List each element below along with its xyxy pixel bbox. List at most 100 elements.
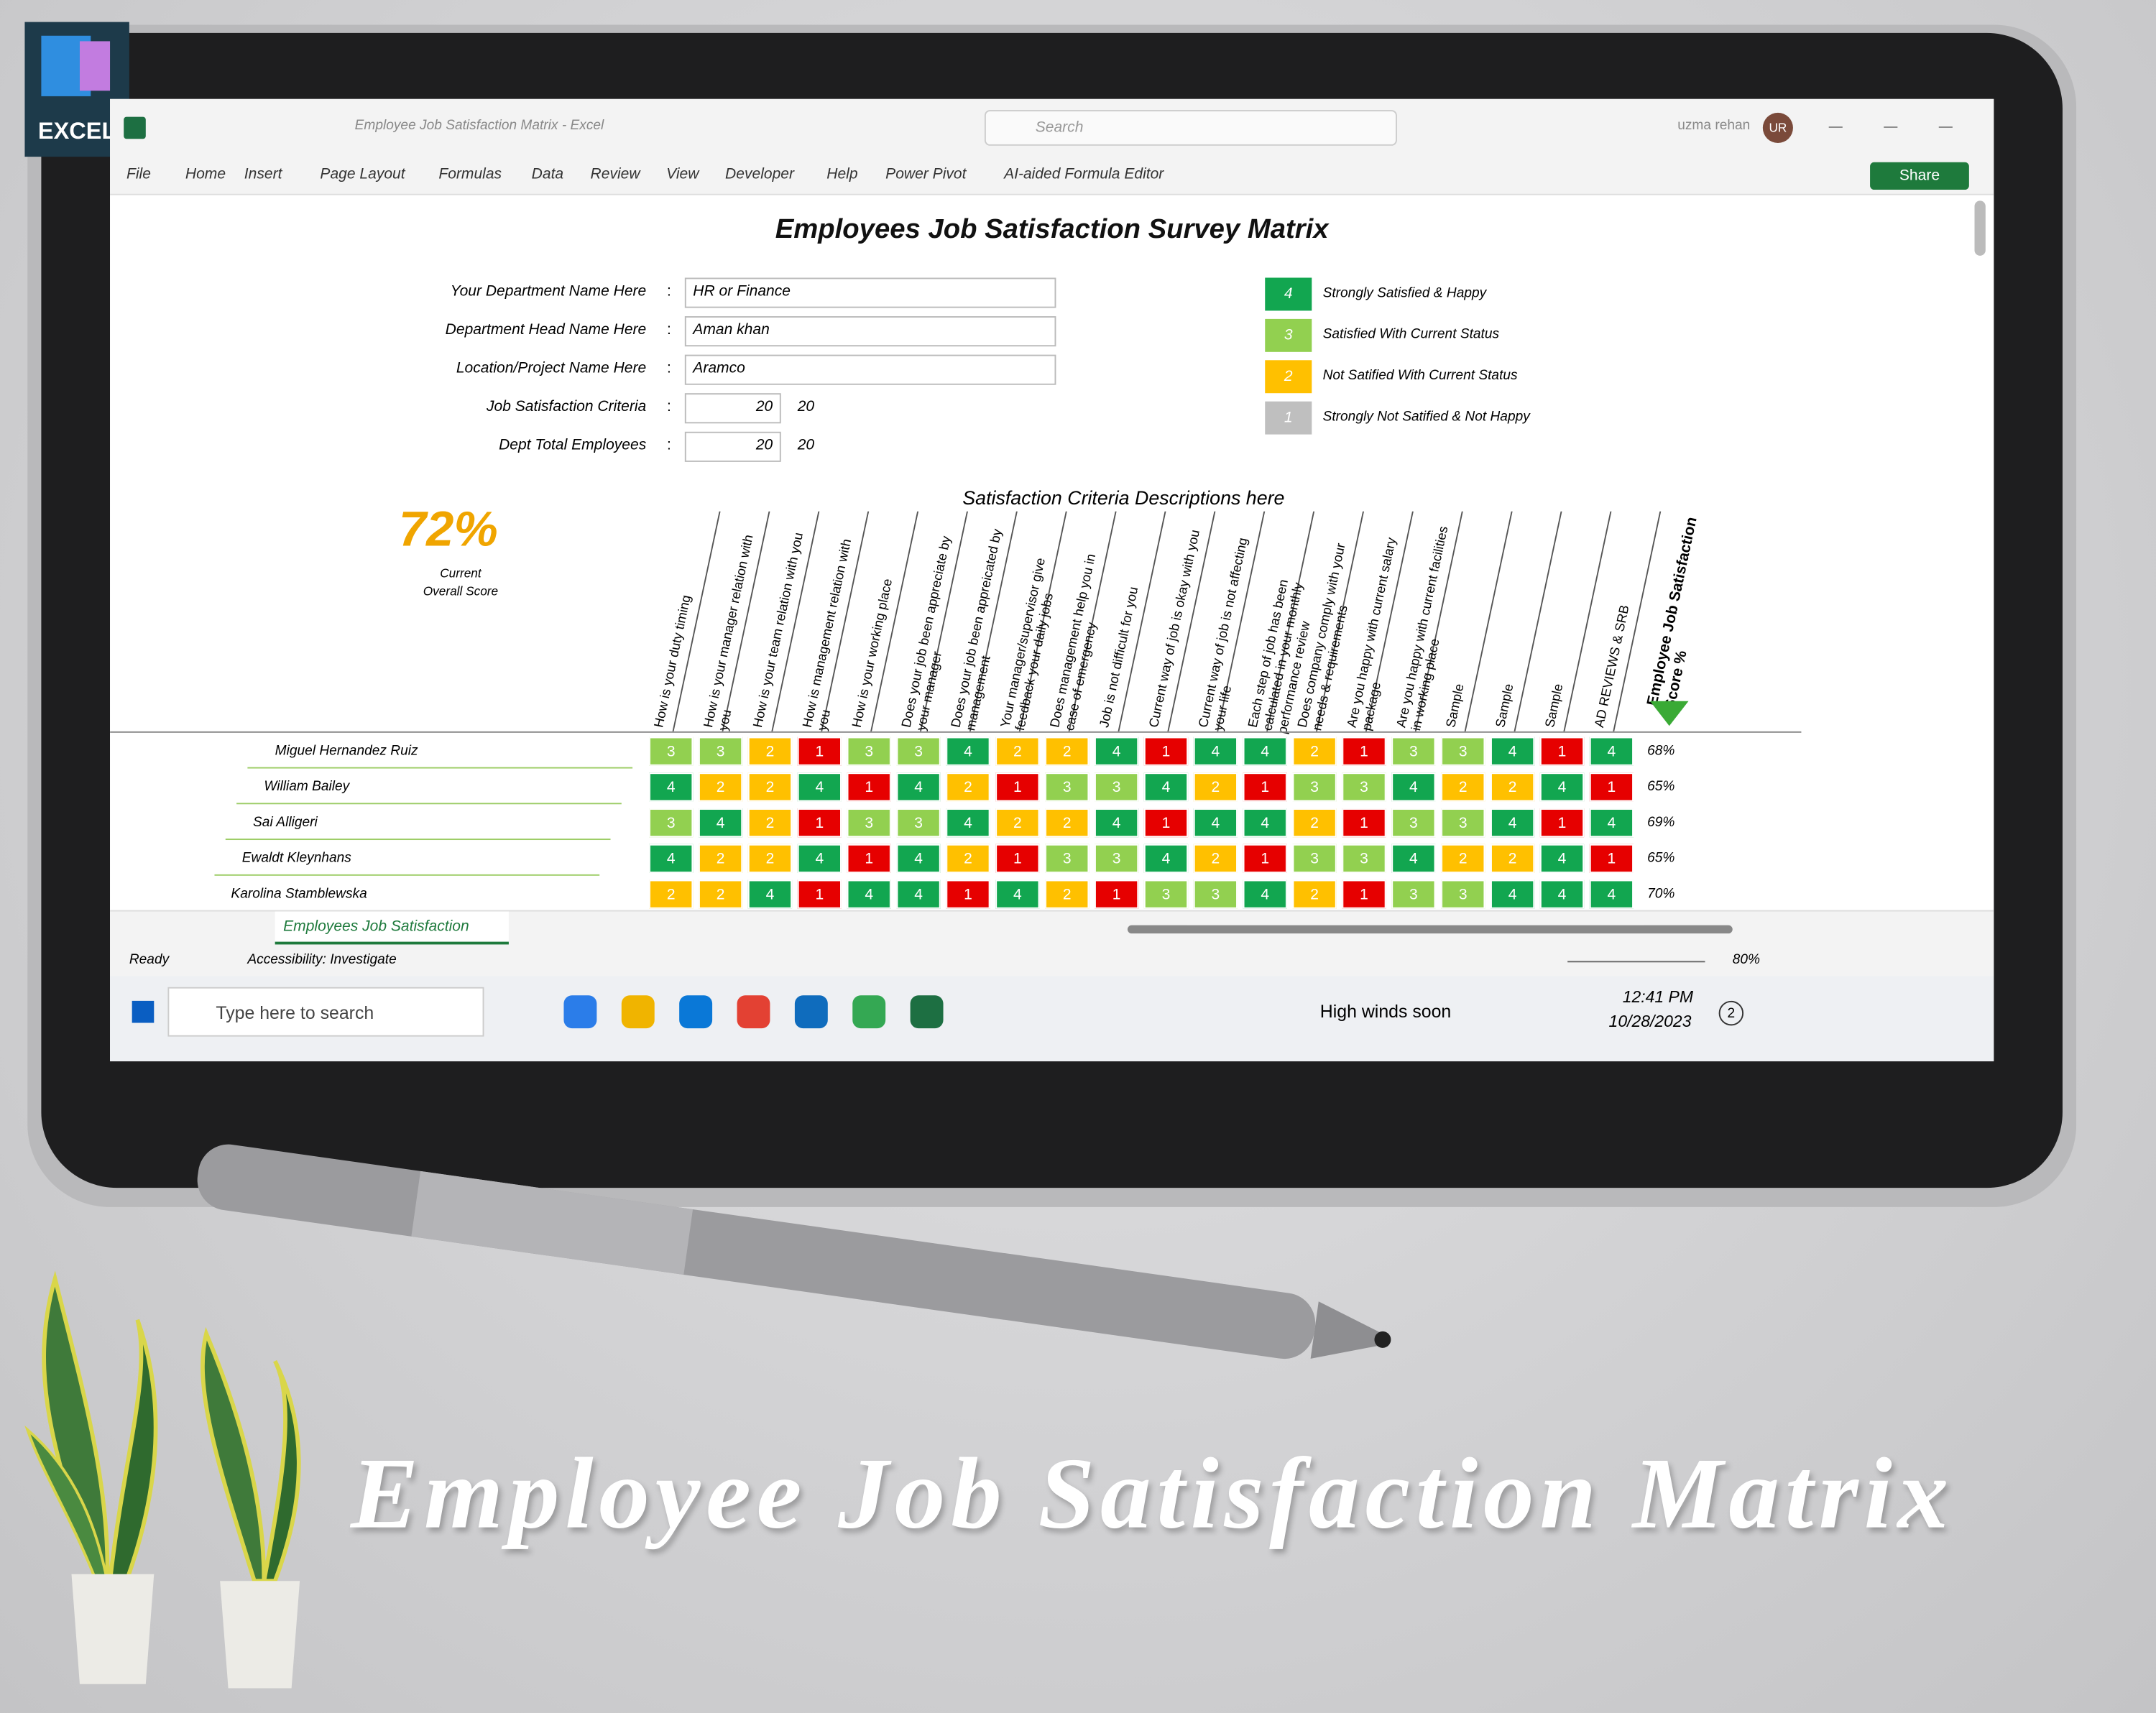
- rating-cell[interactable]: 2: [698, 879, 743, 909]
- ribbon-tab[interactable]: Developer: [725, 166, 794, 183]
- rating-cell[interactable]: 2: [649, 879, 694, 909]
- rating-cell[interactable]: 1: [847, 772, 891, 802]
- rating-cell[interactable]: 3: [1292, 844, 1337, 873]
- rating-cell[interactable]: 1: [1143, 737, 1189, 766]
- rating-cell[interactable]: 2: [1491, 844, 1535, 873]
- ribbon-tab[interactable]: Formulas: [438, 166, 502, 183]
- rating-cell[interactable]: 2: [1045, 879, 1089, 909]
- taskbar-app[interactable]: [794, 995, 828, 1029]
- rating-cell[interactable]: 1: [1342, 737, 1386, 766]
- rating-cell[interactable]: 1: [797, 808, 842, 838]
- rating-cell[interactable]: 4: [1243, 879, 1287, 909]
- rating-cell[interactable]: 1: [847, 844, 891, 873]
- ribbon-tab[interactable]: Power Pivot: [885, 166, 967, 183]
- rating-cell[interactable]: 4: [698, 808, 743, 838]
- rating-cell[interactable]: 1: [1143, 808, 1189, 838]
- rating-cell[interactable]: 4: [1391, 844, 1436, 873]
- rating-cell[interactable]: 3: [1045, 772, 1089, 802]
- taskbar-app[interactable]: [737, 995, 770, 1029]
- rating-cell[interactable]: 2: [1292, 737, 1337, 766]
- ribbon-tab[interactable]: AI-aided Formula Editor: [1004, 166, 1164, 183]
- user-avatar[interactable]: UR: [1762, 112, 1793, 143]
- rating-cell[interactable]: 1: [1589, 844, 1634, 873]
- rating-cell[interactable]: 1: [797, 737, 842, 766]
- rating-cell[interactable]: 4: [1491, 808, 1535, 838]
- ribbon-tab[interactable]: Insert: [244, 166, 282, 183]
- rating-cell[interactable]: 3: [1045, 844, 1089, 873]
- rating-cell[interactable]: 4: [847, 879, 891, 909]
- field-input[interactable]: Aramco: [684, 354, 1056, 385]
- rating-cell[interactable]: 3: [1193, 879, 1238, 909]
- rating-cell[interactable]: 2: [946, 844, 990, 873]
- rating-cell[interactable]: 4: [1391, 772, 1436, 802]
- ribbon-tab[interactable]: Review: [590, 166, 640, 183]
- rating-cell[interactable]: 3: [1391, 737, 1436, 766]
- rating-cell[interactable]: 2: [747, 772, 793, 802]
- rating-cell[interactable]: 1: [797, 879, 842, 909]
- taskbar-app[interactable]: [679, 995, 713, 1029]
- rating-cell[interactable]: 3: [1342, 844, 1386, 873]
- rating-cell[interactable]: 4: [995, 879, 1040, 909]
- rating-cell[interactable]: 1: [995, 844, 1040, 873]
- rating-cell[interactable]: 2: [1292, 808, 1337, 838]
- notification-count[interactable]: 2: [1718, 1000, 1744, 1026]
- rating-cell[interactable]: 4: [1094, 808, 1139, 838]
- rating-cell[interactable]: 2: [698, 844, 743, 873]
- rating-cell[interactable]: 3: [1441, 808, 1485, 838]
- rating-cell[interactable]: 2: [698, 772, 743, 802]
- rating-cell[interactable]: 3: [896, 808, 941, 838]
- rating-cell[interactable]: 4: [649, 772, 694, 802]
- rating-cell[interactable]: 2: [1045, 737, 1089, 766]
- rating-cell[interactable]: 2: [747, 844, 793, 873]
- search-box[interactable]: Search: [984, 110, 1397, 146]
- ribbon-tab[interactable]: Help: [826, 166, 858, 183]
- ribbon-tab[interactable]: Page Layout: [320, 166, 405, 183]
- rating-cell[interactable]: 3: [649, 808, 694, 838]
- rating-cell[interactable]: 4: [1243, 737, 1287, 766]
- rating-cell[interactable]: 2: [1193, 772, 1238, 802]
- rating-cell[interactable]: 3: [896, 737, 941, 766]
- rating-cell[interactable]: 4: [649, 844, 694, 873]
- rating-cell[interactable]: 3: [1094, 844, 1139, 873]
- rating-cell[interactable]: 1: [1342, 808, 1386, 838]
- status-accessibility[interactable]: Accessibility: Investigate: [247, 952, 397, 968]
- rating-cell[interactable]: 4: [747, 879, 793, 909]
- rating-cell[interactable]: 3: [1441, 737, 1485, 766]
- taskbar-search[interactable]: Type here to search: [167, 987, 484, 1037]
- rating-cell[interactable]: 2: [747, 808, 793, 838]
- rating-cell[interactable]: 4: [1193, 808, 1238, 838]
- rating-cell[interactable]: 3: [847, 808, 891, 838]
- rating-cell[interactable]: 1: [995, 772, 1040, 802]
- rating-cell[interactable]: 4: [1589, 737, 1634, 766]
- rating-cell[interactable]: 1: [1243, 844, 1287, 873]
- taskbar-app[interactable]: [852, 995, 886, 1029]
- rating-cell[interactable]: 1: [946, 879, 990, 909]
- rating-cell[interactable]: 4: [1094, 737, 1139, 766]
- ribbon-tab[interactable]: Home: [185, 166, 226, 183]
- window-control[interactable]: [1828, 126, 1843, 128]
- rating-cell[interactable]: 3: [1391, 879, 1436, 909]
- rating-cell[interactable]: 4: [946, 737, 990, 766]
- rating-cell[interactable]: 3: [1391, 808, 1436, 838]
- rating-cell[interactable]: 2: [995, 737, 1040, 766]
- rating-cell[interactable]: 3: [1094, 772, 1139, 802]
- rating-cell[interactable]: 4: [896, 844, 941, 873]
- rating-cell[interactable]: 4: [1193, 737, 1238, 766]
- rating-cell[interactable]: 4: [1491, 737, 1535, 766]
- rating-cell[interactable]: 1: [1539, 737, 1585, 766]
- rating-cell[interactable]: 4: [1589, 879, 1634, 909]
- rating-cell[interactable]: 3: [1143, 879, 1189, 909]
- rating-cell[interactable]: 3: [1292, 772, 1337, 802]
- rating-cell[interactable]: 4: [1589, 808, 1634, 838]
- rating-cell[interactable]: 4: [1539, 844, 1585, 873]
- rating-cell[interactable]: 3: [1441, 879, 1485, 909]
- rating-cell[interactable]: 4: [1539, 772, 1585, 802]
- weather[interactable]: High winds soon: [1319, 1000, 1452, 1022]
- window-control[interactable]: [1938, 126, 1953, 128]
- start-button[interactable]: [132, 1000, 155, 1023]
- taskbar-app[interactable]: [621, 995, 655, 1029]
- rating-cell[interactable]: 4: [1491, 879, 1535, 909]
- rating-cell[interactable]: 2: [946, 772, 990, 802]
- ribbon-tab[interactable]: View: [666, 166, 699, 183]
- rating-cell[interactable]: 1: [1342, 879, 1386, 909]
